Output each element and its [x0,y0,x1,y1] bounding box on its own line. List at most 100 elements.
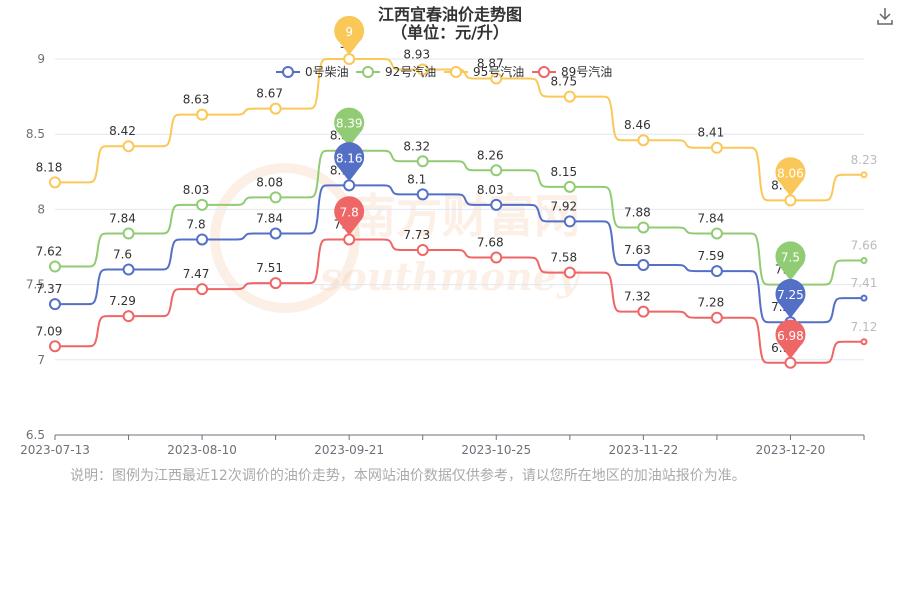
data-point [49,176,61,189]
data-point [416,63,429,76]
data-label: 8.42 [109,124,136,138]
data-point [710,311,723,324]
data-point [343,53,356,65]
legend-item[interactable]: 92号汽油 [356,64,436,79]
y-tick-label: 6.5 [26,428,45,442]
data-point [860,171,868,179]
footnote: 说明：图例为江西最近12次调价的油价走势，本网站油价数据仅供参考，请以您所在地区… [70,468,746,484]
data-label: 7.84 [698,211,725,225]
data-label: 7.37 [36,282,63,296]
legend-label: 95号汽油 [473,64,524,79]
data-label: 7.58 [550,251,577,265]
pin-marker [775,319,806,359]
pin-marker [334,196,365,236]
download-button[interactable] [874,5,896,27]
legend-label: 92号汽油 [385,64,436,79]
data-label: 7.8 [187,217,206,231]
series-line [55,149,864,286]
data-label: 7.09 [36,324,63,338]
pin-label: 8.16 [336,151,363,165]
data-point [416,244,429,257]
data-label: 7.63 [624,243,651,257]
data-point [269,227,282,240]
legend-swatch-marker [282,66,294,78]
data-point [269,102,282,115]
pin-label: 7.5 [781,251,800,265]
download-icon[interactable] [874,5,896,27]
data-point [637,259,650,272]
legend-swatch-marker [450,66,462,78]
data-label: 7.59 [698,249,725,263]
pin-marker [334,142,365,182]
data-point [196,108,209,121]
series-line [55,58,864,202]
data-label: 8.1 [407,172,426,186]
data-point [122,310,135,323]
watermark-en: southmoney [319,254,582,299]
data-label: 7.47 [183,267,210,281]
data-point [490,72,503,85]
legend-item[interactable]: 89号汽油 [532,64,612,79]
data-label: 7.68 [477,236,504,250]
data-point [122,140,135,153]
data-label: 8.32 [403,139,430,153]
x-tick-label: 2023-09-21 [314,443,384,457]
data-label: 8.67 [256,87,283,101]
legend-item[interactable]: 95号汽油 [444,64,524,79]
data-label: 8.23 [851,153,878,167]
data-point [490,251,503,264]
data-point [784,356,797,369]
data-point [637,305,650,318]
data-label: 8.87 [477,57,504,71]
data-label: 7.62 [36,245,63,259]
data-point [563,215,576,228]
pins: 9 8.39 8.16 7.8 8.06 7.5 7.25 6.98 [334,15,806,359]
data-point [563,90,576,103]
legend[interactable]: 0号柴油 92号汽油 95号汽油 89号汽油 [276,64,612,79]
data-point [269,191,282,204]
series-lines [49,53,868,369]
data-point [49,340,61,353]
data-label: 7.6 [113,248,132,262]
data-point [710,265,723,278]
legend-label: 89号汽油 [561,64,612,79]
legend-label: 0号柴油 [305,65,349,79]
pin-label: 7.25 [777,288,804,302]
data-label: 8.03 [477,183,504,197]
data-point [860,338,868,346]
data-label: 8.75 [550,75,577,89]
legend-item[interactable]: 0号柴油 [276,65,349,79]
y-tick-label: 7.5 [26,278,45,292]
data-point [710,227,723,240]
y-tick-label: 7 [37,353,45,367]
data-label: 7.28 [698,296,725,310]
series-line [55,184,864,324]
data-label: 7.51 [256,261,283,275]
x-tick-label: 2023-10-25 [461,443,531,457]
chart-subtitle: （单位：元/升） [391,23,509,42]
data-label: 7.84 [109,211,136,225]
data-label: 8.08 [256,175,283,189]
data-point [49,260,61,273]
chart-title: 江西宜春油价走势图 [378,5,522,24]
legend-swatch-marker [362,66,374,78]
data-point [49,298,61,311]
data-label: 7.92 [550,199,577,213]
data-label: 7.29 [109,294,136,308]
legend-swatch-marker [538,66,550,78]
data-point [343,233,356,246]
data-point [416,188,429,201]
data-label: 8.93 [403,48,430,62]
data-point [122,227,135,240]
data-label: 8.03 [183,183,210,197]
pin-marker [775,279,806,319]
data-point [343,179,356,192]
data-point [860,257,868,265]
grid [55,58,864,361]
data-label: 7.84 [256,211,283,225]
series-line [55,238,864,364]
y-tick-label: 8 [37,202,45,216]
y-tick-label: 9 [37,52,45,66]
